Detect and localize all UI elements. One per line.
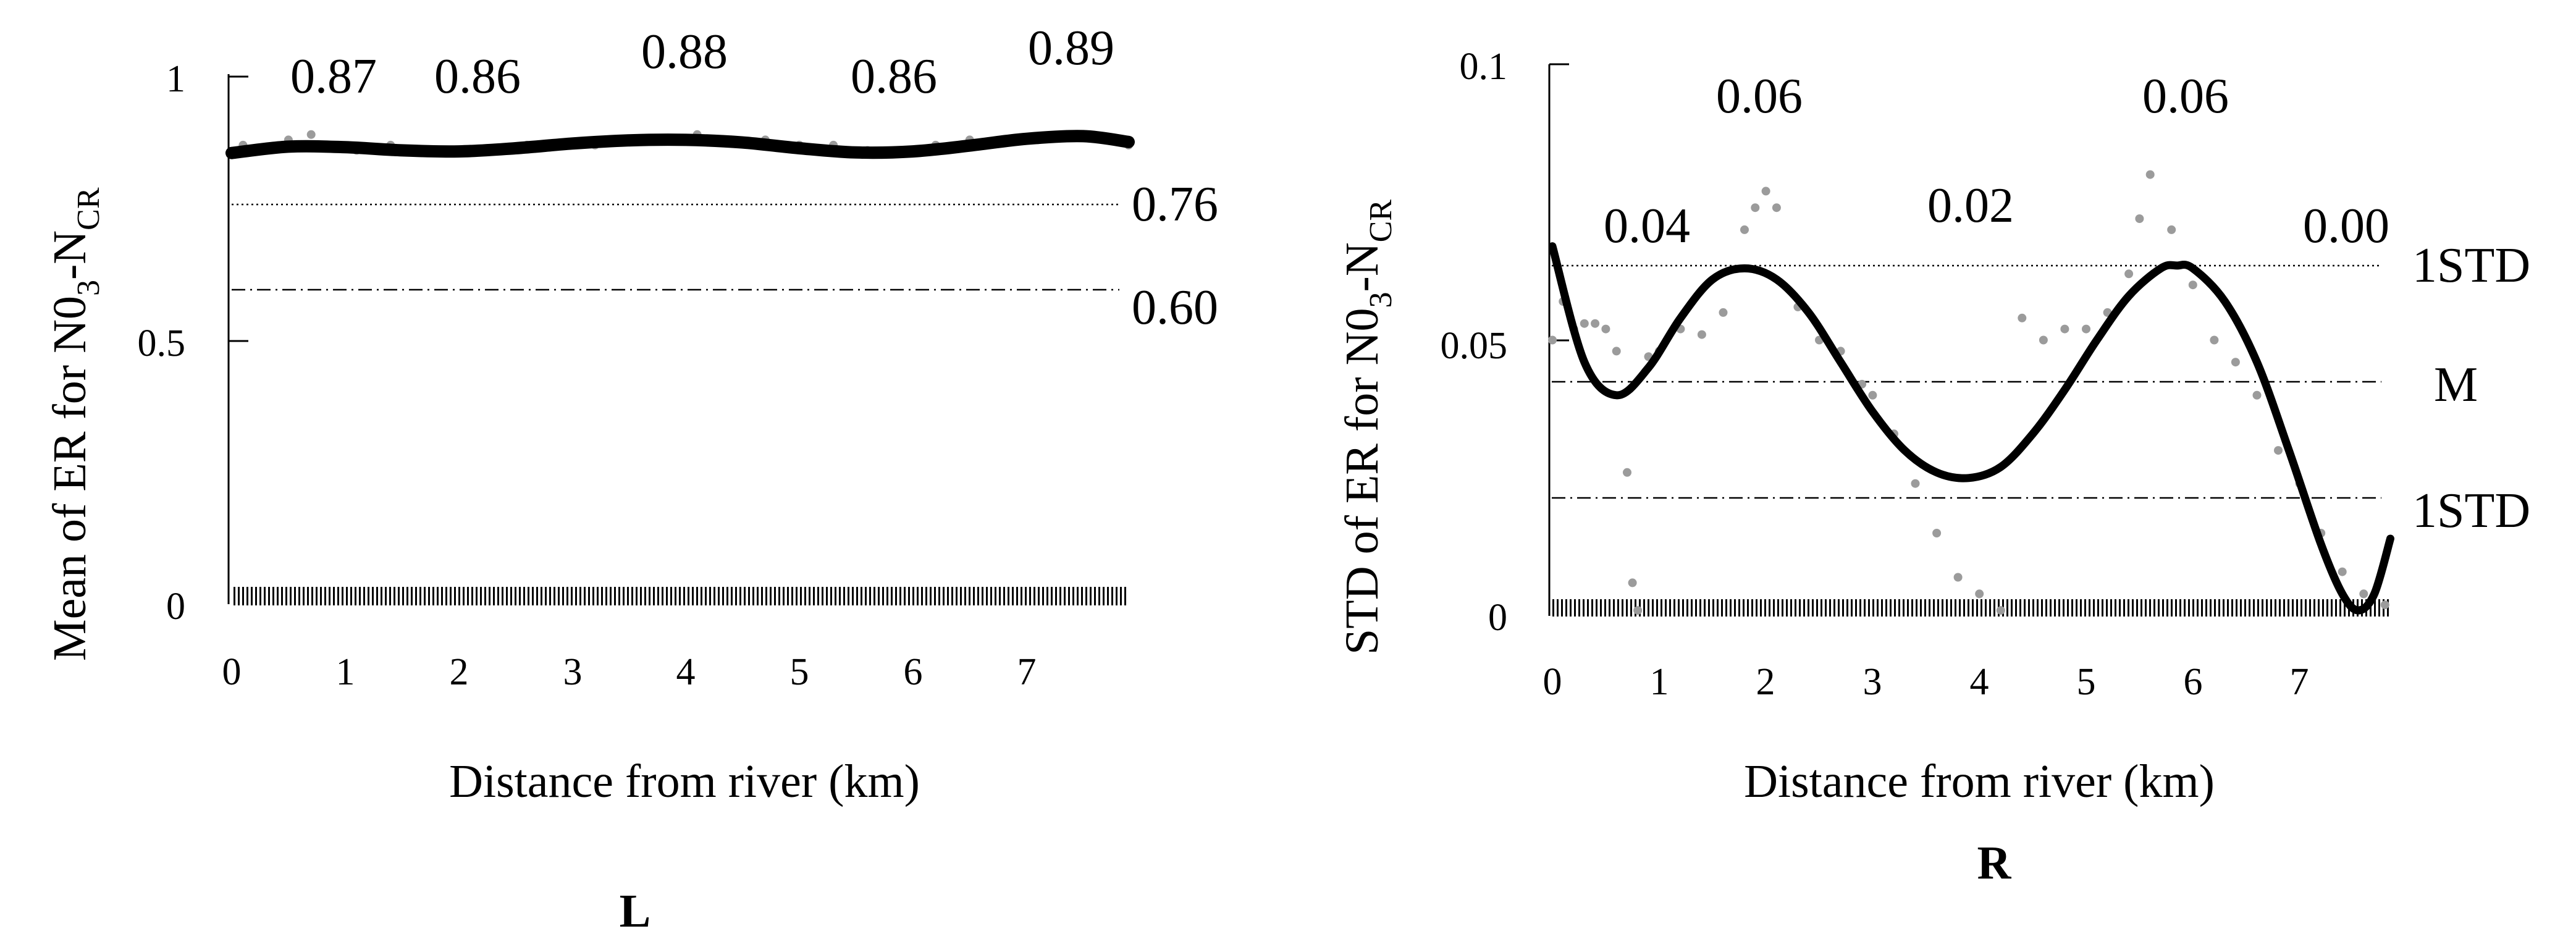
left-y-axis-title: Mean of ER for N03-NCR	[44, 187, 106, 661]
right-y-tick-label-0: 0	[1488, 597, 1507, 639]
right-observed-point	[2135, 214, 2144, 223]
right-x-axis-hatch	[1552, 599, 2391, 617]
right-observed-point	[1868, 390, 1877, 400]
right-x-axis-title: Distance from river (km)	[1744, 755, 2215, 807]
left-x-tick-label-5: 5	[790, 651, 809, 693]
left-x-tick-label-3: 3	[563, 651, 583, 693]
right-observed-point	[2210, 335, 2219, 345]
right-value-label-3: 0.06	[2142, 69, 2229, 124]
chart-left: 0.76 0.60 0.87 0.86 0.88 0.86 0.89 0 0.5…	[44, 21, 1218, 937]
right-ref-label-2: 1STD	[2412, 484, 2530, 538]
left-ref-label-1: 0.60	[1132, 280, 1218, 335]
right-observed-point	[1548, 335, 1557, 345]
right-value-label-0: 0.04	[1604, 199, 1690, 253]
right-value-label-2: 0.02	[1927, 179, 2014, 233]
right-observed-point	[2231, 358, 2240, 367]
right-x-tick-label-5: 5	[2077, 661, 2096, 703]
right-observed-point	[1772, 203, 1781, 213]
right-observed-point	[2167, 225, 2176, 234]
left-x-tick-label-4: 4	[676, 651, 696, 693]
right-x-tick-label-3: 3	[1863, 661, 1882, 703]
right-observed-point	[1623, 468, 1631, 477]
right-observed-point	[1628, 578, 1637, 587]
right-y-axis-title: STD of ER for N03-NCR	[1336, 200, 1399, 655]
right-observed-point	[2359, 589, 2368, 599]
left-value-label-3: 0.86	[851, 49, 937, 104]
chart-right: 1STD M 1STD 0.04 0.06 0.02 0.06 0.00 0 0…	[1336, 46, 2530, 889]
right-panel-label: R	[1977, 837, 2012, 889]
right-observed-point	[1996, 606, 2005, 615]
right-x-tick-label-2: 2	[1756, 661, 1775, 703]
left-value-label-1: 0.86	[434, 49, 521, 104]
right-ref-label-1: M	[2434, 358, 2478, 412]
right-observed-point	[2188, 280, 2197, 290]
right-y-tick-label-1: 0.05	[1441, 325, 1508, 367]
left-x-tick-label-1: 1	[336, 651, 355, 693]
right-observed-point	[2060, 324, 2069, 334]
right-observed-point	[1612, 347, 1621, 356]
right-x-tick-label-6: 6	[2184, 661, 2203, 703]
right-observed-point	[1591, 319, 1600, 328]
right-observed-point	[1580, 319, 1589, 328]
left-x-tick-label-2: 2	[450, 651, 469, 693]
right-fitted-line	[1548, 242, 2394, 615]
left-observed-point	[306, 130, 316, 139]
left-x-axis-title: Distance from river (km)	[449, 755, 920, 807]
right-value-label-1: 0.06	[1716, 69, 1803, 124]
left-x-tick-label-0: 0	[222, 651, 242, 693]
right-x-tick-label-7: 7	[2290, 661, 2309, 703]
right-observed-point	[1761, 187, 1770, 196]
right-observed-point	[2018, 313, 2027, 322]
right-ref-label-0: 1STD	[2412, 238, 2530, 293]
left-value-label-0: 0.87	[290, 49, 377, 104]
right-value-label-4: 0.00	[2303, 199, 2389, 253]
left-value-label-4: 0.89	[1028, 21, 1114, 75]
right-observed-point	[2380, 600, 2389, 610]
left-y-tick-label-0: 0	[166, 586, 185, 628]
left-fitted-line	[225, 130, 1135, 159]
right-x-tick-label-1: 1	[1650, 661, 1669, 703]
right-observed-point	[1953, 573, 1963, 582]
left-x-tick-label-6: 6	[904, 651, 923, 693]
right-observed-point	[1697, 330, 1706, 339]
right-observed-point	[1975, 589, 1984, 599]
right-observed-point	[2124, 269, 2134, 279]
left-value-label-2: 0.88	[641, 25, 728, 79]
right-observed-point	[1633, 606, 1643, 615]
right-observed-point	[2274, 446, 2283, 455]
right-observed-point	[1740, 225, 1749, 234]
left-x-axis-hatch	[232, 587, 1129, 605]
right-observed-point	[2252, 390, 2262, 400]
left-ref-label-0: 0.76	[1132, 177, 1218, 232]
left-x-tick-label-7: 7	[1017, 651, 1037, 693]
left-y-tick-label-2: 1	[166, 58, 185, 100]
right-y-tick-label-2: 0.1	[1460, 46, 1508, 88]
right-observed-point	[2145, 170, 2155, 179]
right-x-tick-label-4: 4	[1970, 661, 1989, 703]
right-observed-point	[1751, 203, 1760, 213]
right-observed-point	[2338, 567, 2347, 576]
right-x-tick-label-0: 0	[1543, 661, 1562, 703]
right-observed-point	[1601, 324, 1610, 334]
right-observed-point	[1932, 529, 1942, 537]
left-y-tick-label-1: 0.5	[138, 322, 186, 364]
right-observed-point	[1911, 479, 1920, 488]
right-observed-point	[1719, 308, 1728, 317]
left-panel-label: L	[620, 885, 651, 937]
right-observed-point	[2082, 324, 2090, 334]
right-observed-point	[2039, 335, 2048, 345]
